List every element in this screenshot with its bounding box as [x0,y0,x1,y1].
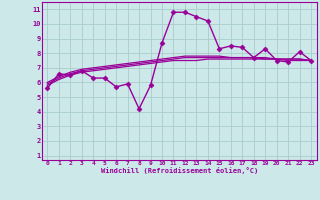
X-axis label: Windchill (Refroidissement éolien,°C): Windchill (Refroidissement éolien,°C) [100,168,258,174]
